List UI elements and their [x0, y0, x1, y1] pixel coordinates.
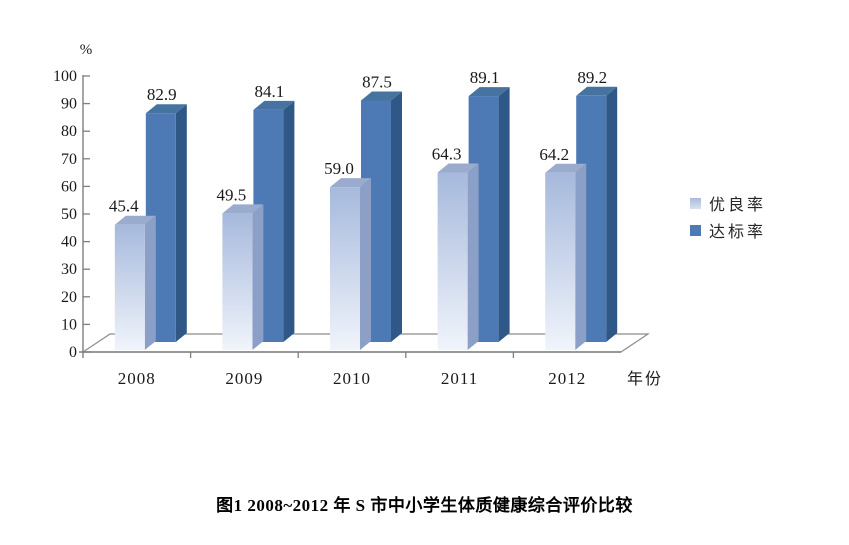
bar-pass-rate-2011-top: [468, 87, 510, 97]
bar-excellent-rate-2012-top: [545, 163, 587, 173]
bar-excellent-rate-2009-top: [222, 204, 264, 214]
bar-excellent-rate-2011-front: [437, 172, 468, 350]
bar-pass-rate-2010-top: [361, 91, 402, 101]
x-axis-category-label: 2012: [548, 369, 586, 388]
bar-excellent-rate-2009-front: [222, 213, 253, 350]
x-axis-title: 年份: [627, 370, 663, 388]
value-label-excellent-rate: 64.2: [539, 145, 569, 164]
legend-item-excellent-rate: 优良率: [690, 194, 767, 214]
bar-excellent-rate-2008-front: [114, 224, 145, 350]
bar-pass-rate-2009-top: [253, 100, 295, 110]
bar-excellent-rate-2012-side: [575, 163, 587, 350]
y-axis-tick-label: 60: [61, 178, 77, 195]
bar-excellent-rate-2008-side: [144, 215, 156, 350]
value-label-pass-rate: 82.9: [147, 85, 177, 104]
y-axis-tick-label: 100: [53, 68, 77, 85]
legend-item-pass-rate: 达标率: [690, 221, 767, 241]
x-axis-category-label: 2008: [118, 369, 156, 388]
y-axis-tick-label: 80: [61, 123, 77, 140]
bar-pass-rate-2008-side: [175, 104, 187, 342]
bar-excellent-rate-2011-top: [437, 163, 479, 173]
value-label-excellent-rate: 45.4: [109, 197, 139, 216]
bar-pass-rate-2011-side: [498, 87, 510, 342]
bar-pass-rate-2012-side: [606, 86, 618, 342]
y-axis-tick-label: 50: [61, 206, 77, 223]
bar-excellent-rate-2010-side: [360, 178, 371, 350]
bar-pass-rate-2009-side: [283, 100, 295, 342]
value-label-pass-rate: 84.1: [255, 82, 285, 101]
legend-label-excellent-rate: 优良率: [709, 197, 767, 214]
legend-label-pass-rate: 达标率: [709, 224, 767, 241]
legend-swatch-light-icon: [690, 197, 701, 209]
value-label-pass-rate: 89.2: [577, 68, 607, 87]
x-axis-category-label: 2009: [225, 369, 263, 388]
y-axis-tick-label: 70: [61, 151, 77, 168]
bar-pass-rate-2012-top: [576, 86, 618, 96]
value-label-excellent-rate: 64.3: [432, 145, 462, 164]
bar-pass-rate-2010-side: [391, 91, 402, 342]
figure-caption: 图1 2008~2012 年 S 市中小学生体质健康综合评价比较: [216, 496, 633, 515]
bar-excellent-rate-2011-side: [467, 163, 479, 350]
value-label-excellent-rate: 59.0: [324, 159, 354, 178]
value-label-pass-rate: 89.1: [470, 68, 500, 87]
chart-legend: 优良率 达标率: [690, 194, 766, 248]
y-axis-tick-label: 0: [69, 344, 77, 361]
legend-swatch-dark-icon: [690, 224, 701, 236]
x-axis-category-label: 2011: [441, 369, 478, 388]
y-axis-tick-label: 30: [61, 261, 77, 278]
value-label-pass-rate: 87.5: [362, 73, 392, 92]
y-axis-tick-label: 20: [61, 289, 77, 306]
bar-excellent-rate-2010-top: [330, 178, 371, 188]
value-label-excellent-rate: 49.5: [217, 185, 247, 204]
bar-pass-rate-2008-top: [145, 104, 187, 114]
bar-excellent-rate-2008-top: [114, 215, 156, 225]
bar-excellent-rate-2012-front: [545, 172, 576, 350]
y-axis-tick-label: 40: [61, 234, 77, 251]
y-axis-unit-label: %: [80, 42, 93, 58]
x-axis-category-label: 2010: [333, 369, 371, 388]
bar-excellent-rate-2009-side: [252, 204, 264, 350]
bar-chart-canvas: 0 10 20 30 40 50 60 70 80 90 100% 年份 2008 2009 2010 201…: [53, 42, 663, 388]
bar-excellent-rate-2010-front: [330, 187, 360, 350]
y-axis-tick-label: 10: [61, 316, 77, 333]
y-axis-tick-label: 90: [61, 96, 77, 113]
